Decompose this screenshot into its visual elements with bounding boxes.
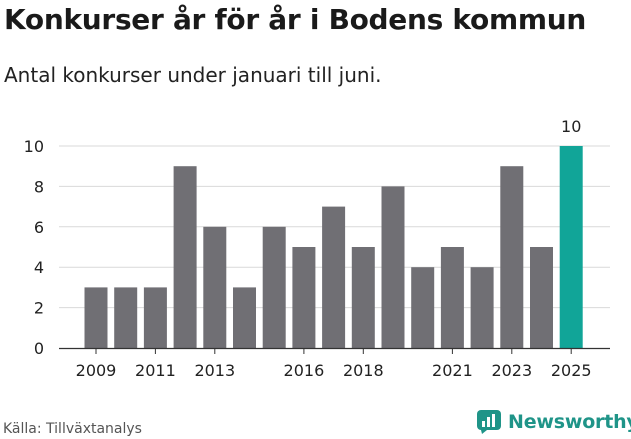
x-tick-label: 2018 (343, 361, 384, 380)
bar-2017 (322, 206, 346, 348)
newsworthy-logo-icon (477, 410, 501, 434)
y-tick-label: 2 (34, 299, 44, 318)
chart-title: Konkurser år för år i Bodens kommun (4, 3, 586, 36)
x-tick-label: 2023 (491, 361, 532, 380)
bar-2012 (173, 166, 197, 348)
x-tick-label: 2016 (284, 361, 325, 380)
chart-subtitle: Antal konkurser under januari till juni. (4, 63, 382, 87)
brand-name: Newsworthy (508, 411, 631, 433)
x-tick-label: 2011 (135, 361, 176, 380)
data-label: 10 (561, 117, 581, 136)
bar-2018 (351, 247, 375, 348)
bar-2024 (530, 247, 553, 348)
bar-2022 (470, 267, 494, 348)
x-tick-label: 2013 (194, 361, 235, 380)
value-labels: 10 (561, 117, 581, 136)
bar-2019 (381, 186, 405, 348)
bar-2025 (559, 146, 583, 348)
y-tick-label: 10 (24, 137, 44, 156)
bar-2013 (203, 226, 227, 348)
y-tick-label: 6 (34, 218, 44, 237)
bar-2015 (262, 226, 286, 348)
bar-2020 (411, 267, 435, 348)
x-tick-label: 2009 (76, 361, 117, 380)
bar-2021 (440, 247, 464, 348)
y-tick-label: 4 (34, 258, 44, 277)
bar-2010 (114, 287, 138, 348)
x-tick-label: 2021 (432, 361, 473, 380)
bar-2016 (292, 247, 316, 348)
bars (84, 146, 583, 348)
y-tick-label: 0 (34, 339, 44, 358)
x-axis: 2009 2011 2013 2016 2018 2021 2023 2025 (59, 347, 610, 380)
bar-2014 (233, 287, 256, 348)
x-tick-label: 2025 (551, 361, 592, 380)
source-note: Källa: Tillväxtanalys (3, 421, 142, 437)
y-axis: 0 2 4 6 8 10 (24, 137, 44, 358)
bar-2009 (84, 287, 108, 348)
bar-2011 (143, 287, 167, 348)
brand-logo: Newsworthy (476, 407, 631, 437)
bar-2023 (500, 166, 524, 348)
y-tick-label: 8 (34, 177, 44, 196)
